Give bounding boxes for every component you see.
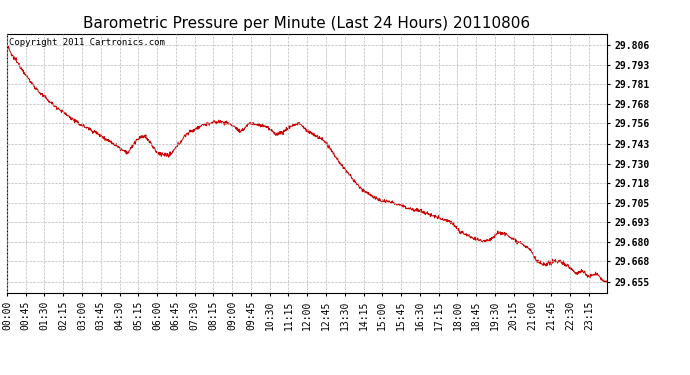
Title: Barometric Pressure per Minute (Last 24 Hours) 20110806: Barometric Pressure per Minute (Last 24 … <box>83 16 531 31</box>
Text: Copyright 2011 Cartronics.com: Copyright 2011 Cartronics.com <box>9 38 165 46</box>
